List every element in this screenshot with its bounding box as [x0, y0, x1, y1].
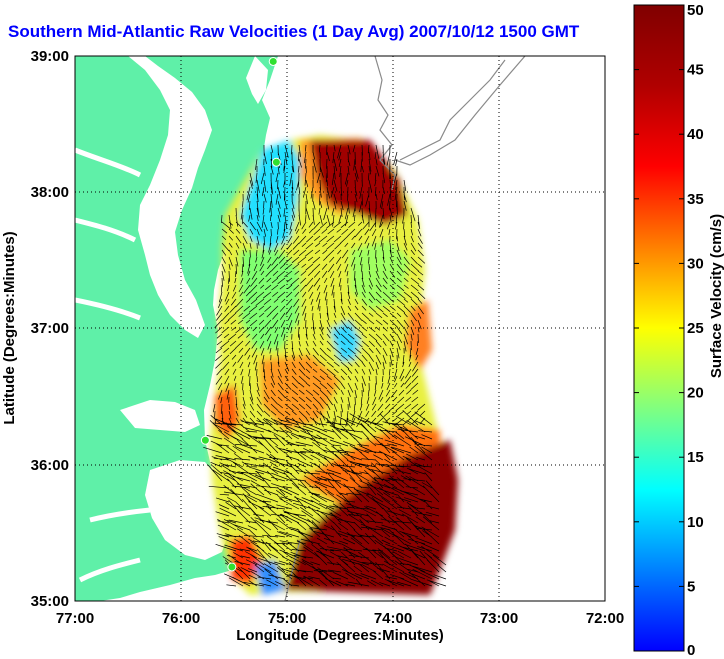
colorbar-tick-label: 35	[687, 191, 704, 208]
colorbar-tick-label: 50	[687, 2, 704, 19]
coastal-rivers	[75, 147, 151, 583]
chesapeake-bay	[128, 56, 212, 338]
x-tick-label: 76:00	[162, 610, 200, 627]
radar-station-marker	[227, 562, 237, 572]
colorbar-tick-label: 10	[687, 514, 704, 531]
x-axis-label: Longitude (Degrees:Minutes)	[236, 627, 444, 644]
colorbar-tick-label: 20	[687, 385, 704, 402]
colorbar-ticks: 0 5 10 15 20 25 30 35 40 45 50	[634, 2, 704, 659]
radar-station-marker	[200, 435, 210, 445]
colorbar-tick-label: 45	[687, 62, 704, 79]
radar-stations	[200, 56, 281, 572]
colorbar-overlap	[600, 18, 634, 44]
y-tick-label: 35:00	[31, 593, 69, 610]
colorbar-tick-label: 0	[687, 642, 695, 659]
velocity-vectors	[203, 144, 447, 587]
x-tick-label: 74:00	[374, 610, 412, 627]
x-tick-label: 75:00	[268, 610, 306, 627]
coastline-contour	[284, 56, 526, 601]
radar-station-marker	[268, 56, 278, 66]
vector-arrows	[203, 144, 447, 587]
pamlico-sound	[145, 460, 230, 560]
plot-frame	[74, 55, 606, 602]
colorbar-label: Surface Velocity (cm/s)	[708, 214, 724, 378]
colorbar-tick-label: 30	[687, 255, 704, 272]
gridlines	[75, 56, 605, 601]
y-tick-label: 37:00	[31, 320, 69, 337]
delaware-bay	[246, 56, 268, 104]
x-tick-label: 72:00	[586, 610, 624, 627]
colorbar-tick-label: 5	[687, 578, 695, 595]
albemarle-sound	[120, 400, 200, 432]
colorbar-tick-label: 25	[687, 320, 704, 337]
colorbar	[633, 4, 685, 652]
x-tick-label: 73:00	[480, 610, 518, 627]
radar-station-marker	[271, 157, 281, 167]
x-tick-label: 77:00	[56, 610, 94, 627]
colorbar-tick-label: 15	[687, 449, 704, 466]
chart-title: Southern Mid-Atlantic Raw Velocities (1 …	[8, 22, 580, 41]
y-axis-label: Latitude (Degrees:Minutes)	[1, 231, 18, 424]
y-tick-label: 36:00	[31, 457, 69, 474]
y-tick-label: 38:00	[31, 184, 69, 201]
colorbar-tick-label: 40	[687, 126, 704, 143]
y-tick-label: 39:00	[31, 48, 69, 65]
